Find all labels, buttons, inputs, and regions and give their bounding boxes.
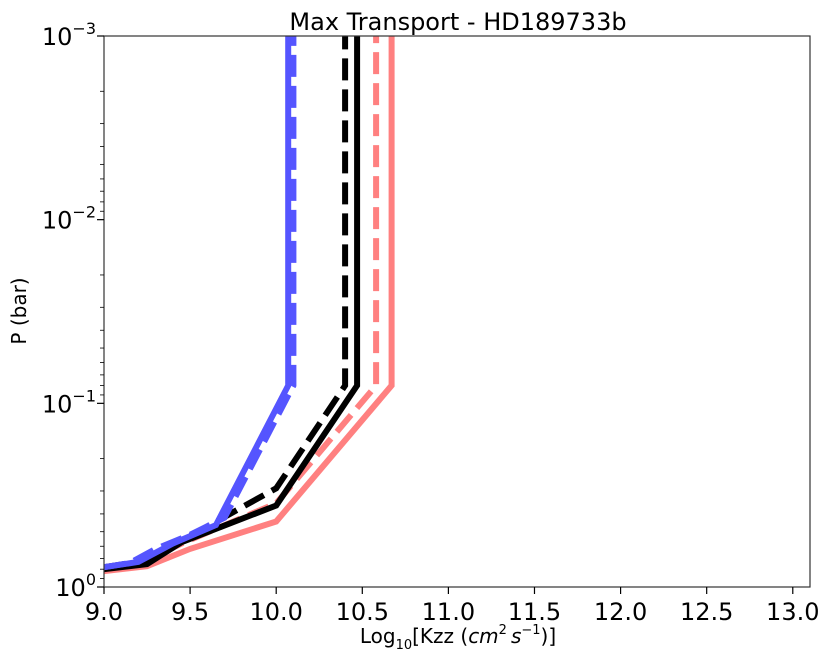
x-tick-label: 10.5 [336,598,389,626]
x-label-s-exp: −1 [521,623,540,638]
x-label-cm-exp: 2 [499,623,507,638]
x-tick-label: 9.5 [171,598,209,626]
x-label-suffix: )] [541,624,557,648]
plot-frame [103,35,811,588]
x-label-mid: [Kzz ( [412,624,468,648]
x-tick-label: 9.0 [85,598,123,626]
series-line-6 [103,36,297,571]
x-tick-label: 13.0 [766,598,819,626]
series-line-1 [103,36,395,575]
y-tick-label: 10−3 [42,19,96,51]
chart-title: Max Transport - HD189733b [289,8,626,36]
y-tick-label: 10−1 [42,386,96,418]
y-tick-label: 100 [55,570,96,602]
y-tick-label: 10−2 [42,203,96,235]
x-label-sub: 10 [396,638,413,653]
x-axis-label: Log10[Kzz (cm2 s−1)] [360,623,556,653]
series-layer [103,36,395,575]
x-label-cm: cm [468,624,498,648]
y-axis: 10−3 10−2 10−1 100 [42,19,104,602]
y-axis-label: P (bar) [7,277,31,344]
x-tick-label: 10.0 [249,598,302,626]
x-tick-label: 11.0 [422,598,475,626]
series-line-3 [103,36,361,573]
x-tick-label: 11.5 [508,598,561,626]
x-tick-label: 12.0 [594,598,647,626]
series-line-5 [103,36,292,571]
x-axis: 9.0 9.5 10.0 10.5 11.0 11.5 12.0 12.5 13.0 [85,587,819,626]
x-tick-label: 12.5 [680,598,733,626]
x-label-prefix: Log [360,624,396,648]
x-label-s: s [511,624,521,648]
